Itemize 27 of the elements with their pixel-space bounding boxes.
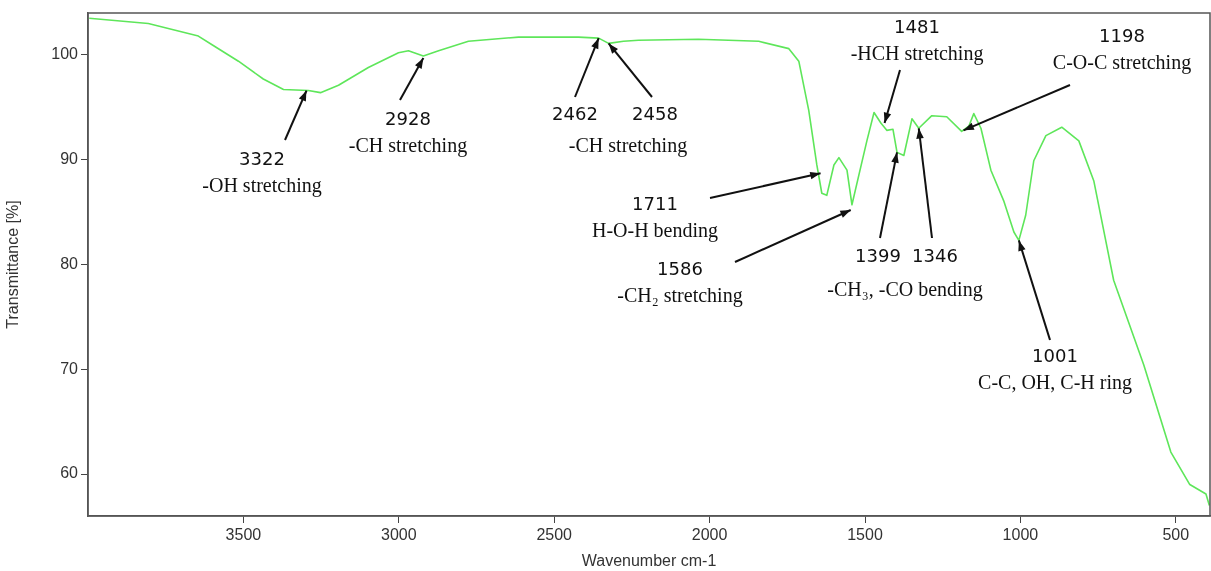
y-tick-label: 90	[60, 150, 79, 168]
x-tick-label: 3500	[225, 526, 262, 544]
annotation: 2462	[552, 103, 598, 124]
annotation: 1711 H-O-H bending	[591, 193, 719, 242]
y-tick-label: 100	[51, 45, 79, 63]
x-tick-label: 2500	[536, 526, 573, 544]
annotation: 3322 -OH stretching	[202, 148, 322, 197]
x-tick-label: 500	[1162, 526, 1190, 544]
annotation: 1399	[855, 245, 901, 266]
annotation: 2928 -CH stretching	[348, 108, 468, 157]
annotation: 1346	[912, 245, 958, 266]
x-tick-label: 2000	[691, 526, 728, 544]
y-tick-label: 80	[60, 254, 79, 272]
x-axis-title: Wavenumber cm-1	[581, 551, 717, 569]
y-axis-title: Transmittance [%]	[4, 200, 22, 329]
y-tick-label: 70	[60, 359, 79, 377]
annotation: 1586 -CH₂ stretching	[617, 258, 743, 307]
y-tick-label: 60	[60, 464, 79, 482]
annotation: 2458	[632, 103, 678, 124]
x-tick-label: 1000	[1002, 526, 1039, 544]
annotation: 1198 C-O-C stretching	[1052, 25, 1192, 74]
x-tick-label: 3000	[381, 526, 417, 544]
annotation: -CH stretching	[568, 134, 688, 157]
annotation: 1481 -HCH stretching	[850, 16, 984, 65]
annotation: 1001 C-C, OH, C-H ring	[978, 345, 1132, 394]
annotation: -CH₃, -CO bending	[827, 278, 983, 301]
x-tick-label: 1500	[847, 526, 883, 544]
